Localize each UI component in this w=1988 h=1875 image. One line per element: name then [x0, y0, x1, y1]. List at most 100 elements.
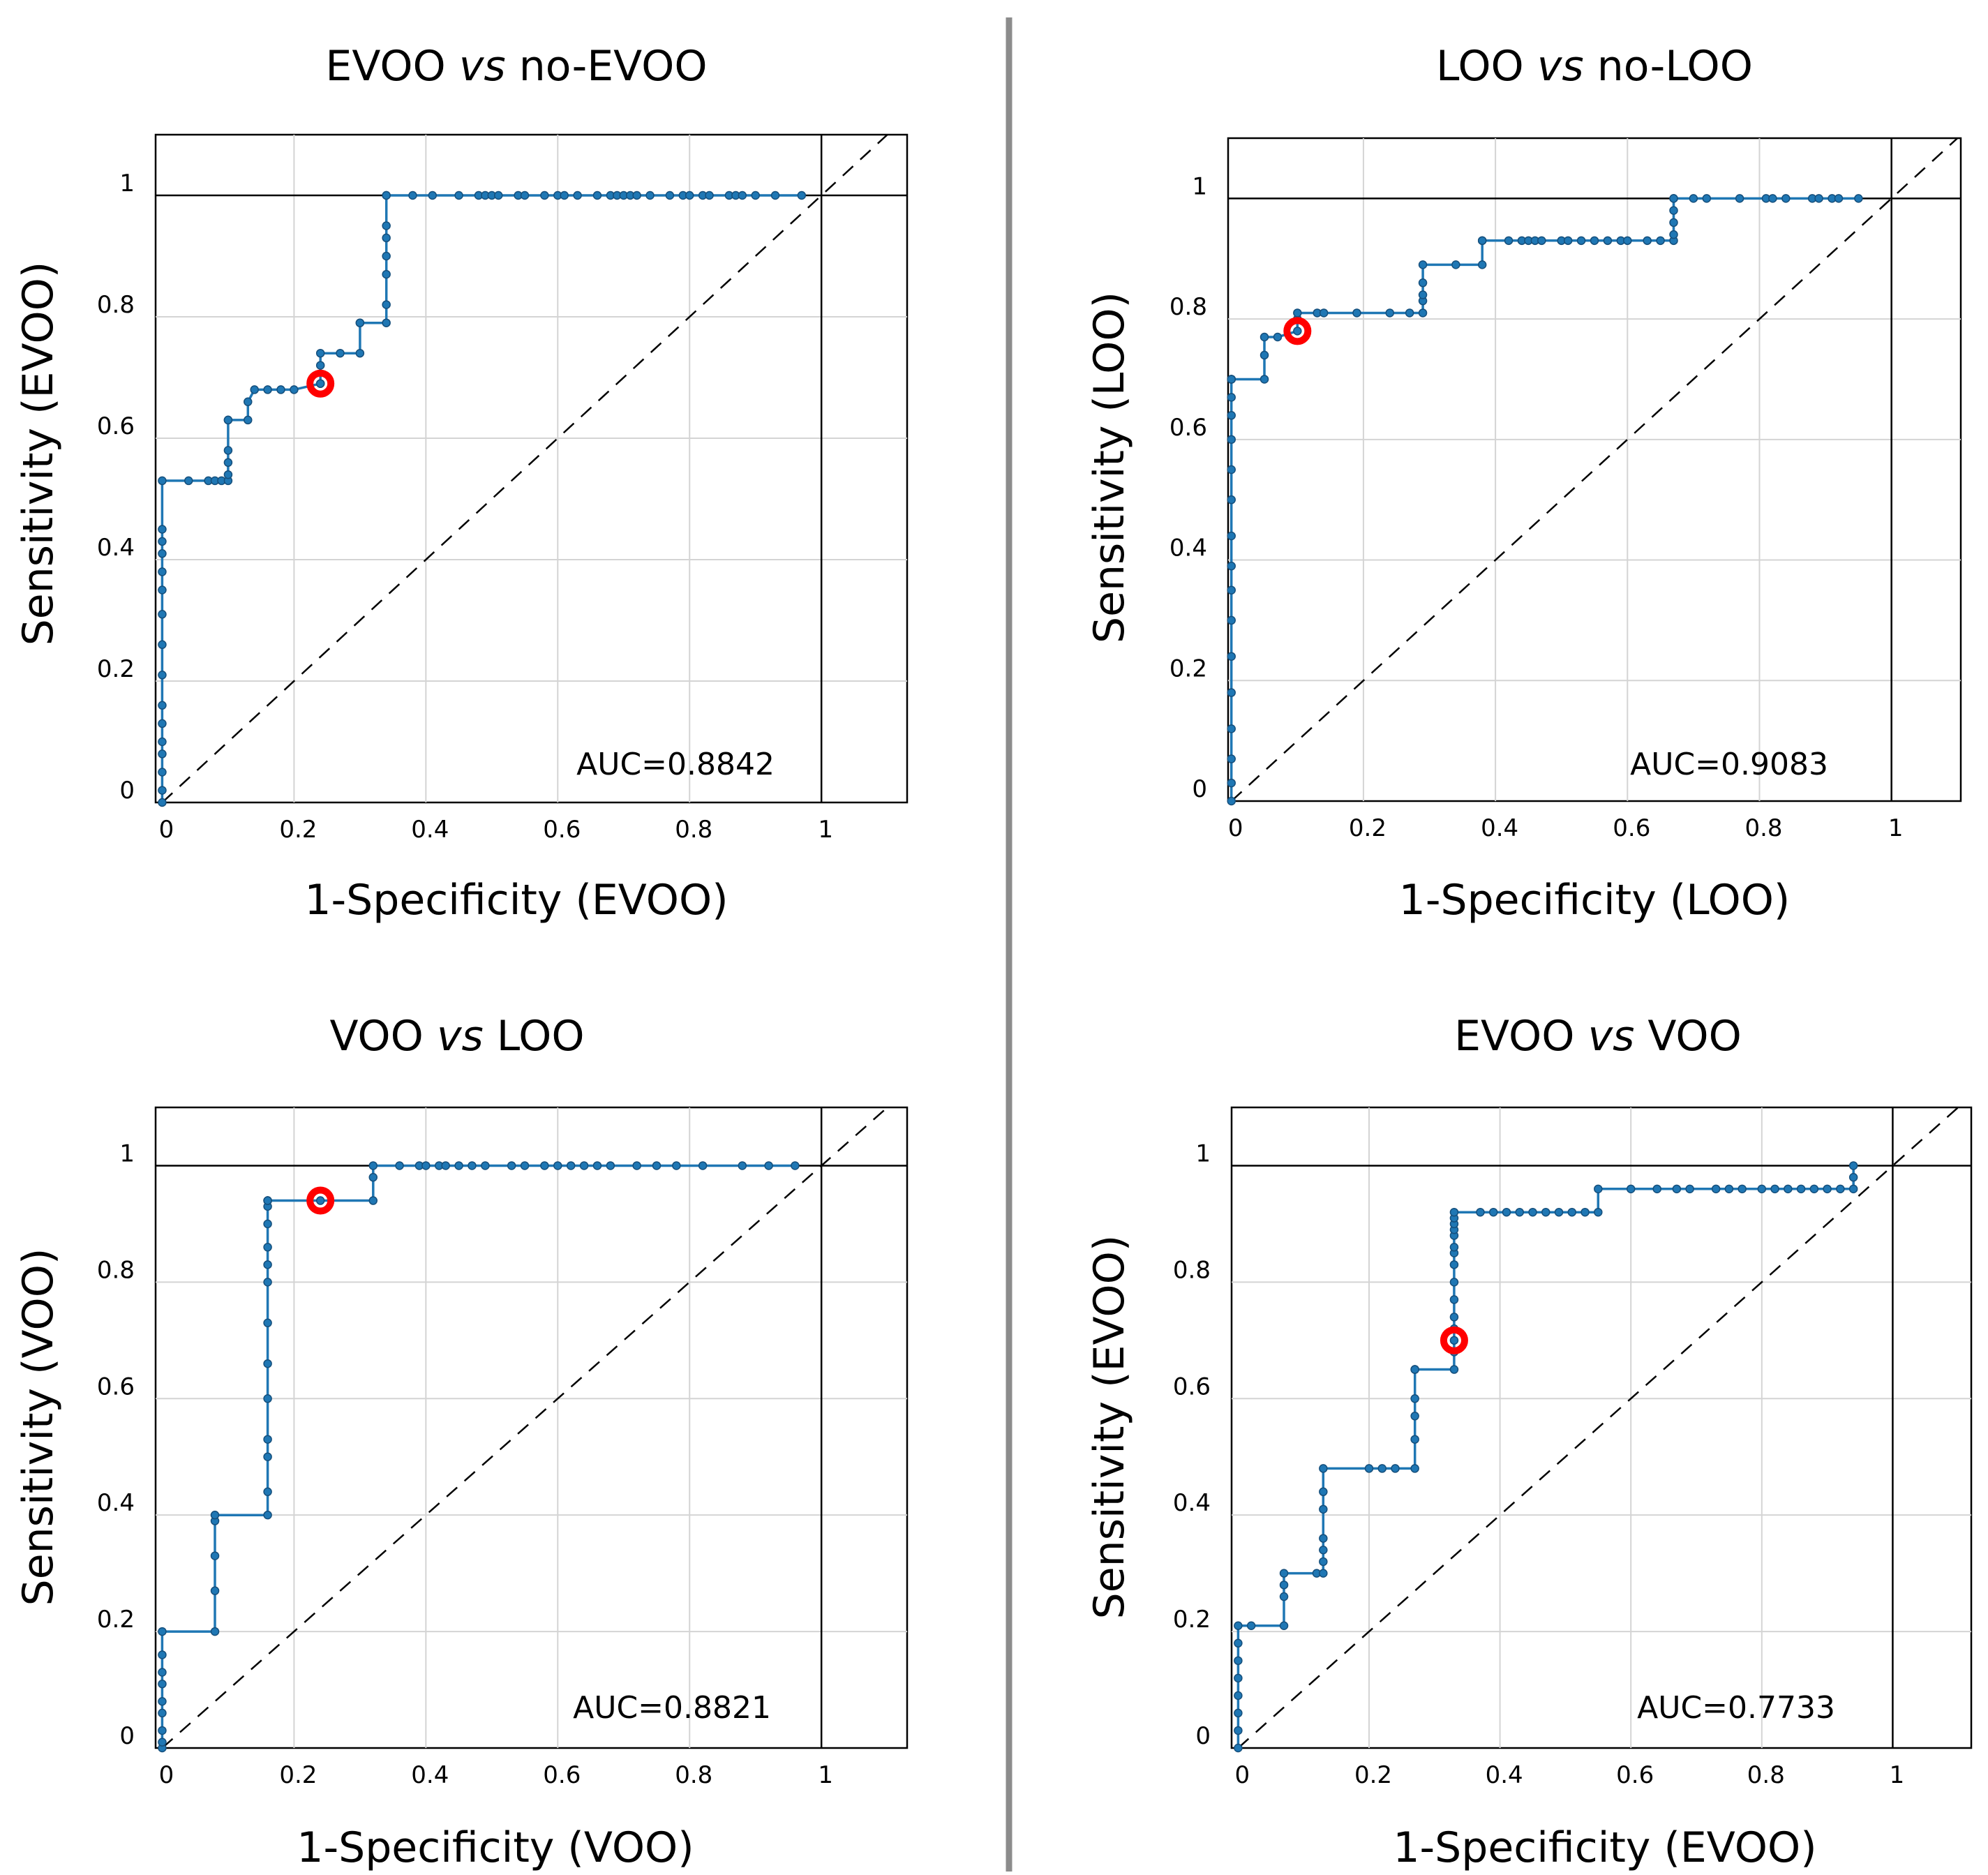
- roc-point: [573, 191, 582, 200]
- roc-point: [1770, 1184, 1779, 1194]
- roc-point: [1385, 308, 1395, 318]
- roc-point: [579, 1161, 589, 1170]
- y-tick-labels: 0 0.2 0.4 0.6 0.8 1: [97, 1140, 135, 1750]
- chance-diagonal: [1230, 137, 1959, 802]
- roc-point: [1377, 1464, 1387, 1473]
- roc-point: [1227, 375, 1236, 384]
- roc-point: [158, 737, 167, 747]
- roc-point: [158, 640, 167, 650]
- chart-title: EVOO vs no-EVOO: [325, 42, 707, 91]
- roc-point: [1279, 1592, 1289, 1601]
- roc-point: [520, 191, 530, 200]
- x-tick-labels: 0 0.2 0.4 0.6 0.8 1: [1228, 814, 1904, 842]
- roc-point: [685, 191, 694, 200]
- roc-point: [158, 567, 167, 576]
- y-tick-label: 1: [1192, 172, 1207, 200]
- roc-point: [791, 1161, 800, 1170]
- roc-point: [540, 191, 549, 200]
- roc-point: [263, 1278, 272, 1287]
- roc-point: [1594, 1184, 1603, 1194]
- plot-frame: [154, 133, 909, 804]
- roc-point: [1796, 1184, 1806, 1194]
- roc-point: [738, 191, 747, 200]
- x-axis-label: 1-Specificity (LOO): [1399, 876, 1791, 925]
- y-axis-label: Sensitivity (LOO): [1085, 292, 1134, 643]
- roc-point: [1227, 393, 1236, 402]
- y-tick-label: 0.6: [1173, 1373, 1211, 1400]
- roc-point: [1364, 1464, 1374, 1473]
- roc-point: [382, 318, 391, 327]
- roc-point: [1477, 260, 1487, 269]
- roc-point: [1418, 308, 1428, 318]
- x-tick-label: 0: [159, 1761, 174, 1789]
- roc-point: [481, 1161, 490, 1170]
- roc-point: [520, 1161, 530, 1170]
- roc-point: [1784, 1184, 1793, 1194]
- roc-point: [1563, 236, 1573, 246]
- roc-point: [1260, 375, 1269, 384]
- roc-point: [1836, 1184, 1845, 1194]
- roc-point: [1227, 652, 1236, 661]
- roc-point: [1669, 218, 1678, 227]
- roc-point: [382, 269, 391, 279]
- reference-lines: [156, 134, 907, 803]
- roc-panel-evoo-vs-voo: 0 0.2 0.4 0.6 0.8 1 0 0.2 0.4 0.6 0.8 1 EVOO vs VO…: [1085, 1012, 1973, 1872]
- grid-lines: [156, 135, 907, 802]
- roc-points: [1234, 1161, 1858, 1753]
- roc-point: [553, 1161, 562, 1170]
- roc-point: [210, 1586, 220, 1595]
- x-tick-label: 0: [1228, 814, 1243, 842]
- roc-point: [705, 191, 714, 200]
- roc-point: [1319, 1464, 1328, 1473]
- roc-point: [158, 1708, 167, 1718]
- y-tick-label: 0.2: [97, 1606, 135, 1634]
- roc-point: [1477, 236, 1487, 246]
- roc-point: [1227, 561, 1236, 571]
- roc-point: [1672, 1184, 1682, 1194]
- optimal-threshold-marker: [1283, 317, 1312, 345]
- roc-point: [408, 191, 417, 200]
- roc-point: [1757, 1184, 1767, 1194]
- roc-point: [1848, 1172, 1858, 1182]
- roc-point: [263, 1219, 272, 1229]
- roc-points: [1227, 194, 1863, 806]
- roc-point: [210, 1627, 220, 1636]
- y-tick-label: 0.8: [97, 1256, 135, 1284]
- x-tick-label: 1: [818, 1761, 833, 1789]
- roc-point: [1626, 1184, 1636, 1194]
- x-tick-label: 0.4: [411, 1761, 449, 1789]
- x-tick-label: 0.8: [675, 1761, 712, 1789]
- reference-lines: [1232, 1107, 1971, 1749]
- roc-point: [1554, 1207, 1564, 1217]
- roc-panel-evoo-vs-no-evoo: 0 0.2 0.4 0.6 0.8 1 0 0.2 0.4 0.6 0.8 1 EVOO vs no…: [14, 42, 909, 925]
- roc-point: [250, 385, 259, 394]
- y-tick-labels: 0 0.2 0.4 0.6 0.8 1: [1173, 1140, 1211, 1750]
- roc-point: [1293, 327, 1302, 336]
- roc-point: [421, 1161, 431, 1170]
- x-tick-label: 1: [1890, 1761, 1905, 1789]
- roc-point: [1234, 1621, 1243, 1630]
- roc-point: [770, 191, 780, 200]
- roc-point: [1352, 308, 1361, 318]
- roc-point: [1594, 1207, 1603, 1217]
- roc-point: [158, 719, 167, 729]
- roc-point: [1410, 1394, 1419, 1403]
- roc-point: [1234, 1638, 1243, 1648]
- roc-point: [1449, 1365, 1459, 1374]
- roc-point: [223, 470, 233, 479]
- roc-point: [1449, 1278, 1459, 1287]
- roc-point: [1418, 260, 1428, 269]
- x-tick-label: 0.4: [1486, 1761, 1523, 1789]
- roc-point: [632, 191, 641, 200]
- roc-point: [1537, 236, 1546, 246]
- roc-point: [592, 1161, 602, 1170]
- roc-point: [1227, 435, 1236, 445]
- roc-point: [1669, 230, 1678, 239]
- roc-point: [592, 191, 602, 200]
- chart-title: VOO vs LOO: [329, 1012, 584, 1061]
- y-tick-label: 0.2: [1169, 655, 1207, 682]
- y-tick-label: 0.8: [1173, 1256, 1211, 1284]
- x-tick-label: 0.4: [1481, 814, 1518, 842]
- roc-point: [540, 1161, 549, 1170]
- roc-point: [1391, 1464, 1400, 1473]
